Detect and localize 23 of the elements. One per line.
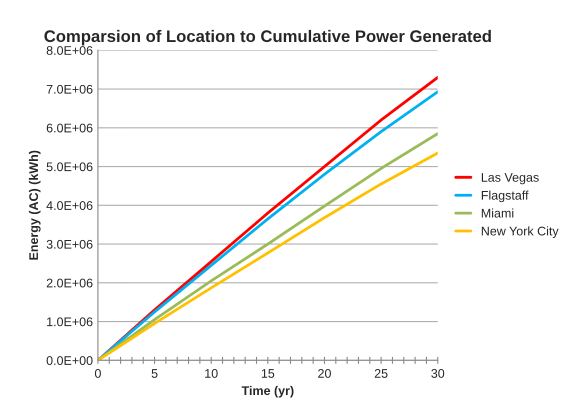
legend-label: Miami bbox=[482, 208, 514, 218]
legend-label: Flagstaff bbox=[482, 190, 529, 202]
y-tick-label: 6.0E+06 bbox=[46, 124, 93, 132]
x-tick-label: 0 bbox=[94, 369, 101, 378]
y-tick-label: 3.0E+06 bbox=[46, 240, 93, 249]
y-tick-label: 2.0E+06 bbox=[46, 278, 93, 288]
y-axis-title: Energy (AC) (kWh) bbox=[28, 150, 41, 260]
y-tick-label: 8.0E+06 bbox=[46, 46, 93, 55]
x-tick-label: 30 bbox=[431, 369, 444, 378]
x-tick-label: 10 bbox=[205, 369, 218, 378]
x-tick-label: 25 bbox=[374, 369, 388, 378]
x-axis-title: Time (yr) bbox=[242, 386, 294, 398]
x-tick-label: 15 bbox=[262, 369, 274, 378]
legend-label: Las Vegas bbox=[482, 173, 539, 184]
y-tick-label: 5.0E+06 bbox=[46, 162, 93, 172]
x-tick-label: 20 bbox=[318, 369, 331, 378]
legend-label: New York City bbox=[482, 226, 559, 238]
chart-title: Comparsion of Location to Cumulative Power Generated bbox=[44, 30, 491, 46]
y-tick-label: 7.0E+06 bbox=[46, 84, 93, 94]
y-tick-label: 4.0E+06 bbox=[46, 201, 93, 210]
y-tick-label: 0.0E+00 bbox=[46, 356, 93, 365]
y-tick-label: 1.0E+06 bbox=[47, 317, 93, 326]
x-tick-label: 5 bbox=[152, 369, 158, 378]
